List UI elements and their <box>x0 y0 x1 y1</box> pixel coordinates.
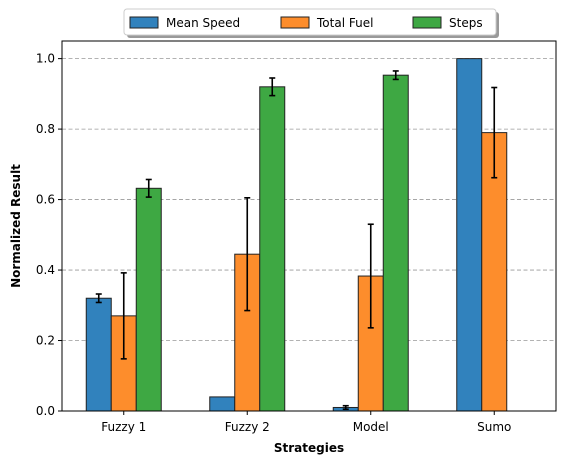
error-bar <box>95 293 102 304</box>
y-axis-ticks: 0.0 0.2 0.4 0.6 0.8 1.0 <box>36 52 62 418</box>
bar-steps <box>382 74 409 412</box>
plot-area-frame <box>61 40 557 412</box>
error-bar <box>120 272 127 360</box>
legend-label: Total Fuel <box>316 16 373 30</box>
legend-item: Steps <box>412 16 483 30</box>
legend-label: Mean Speed <box>166 16 240 30</box>
x-axis-ticks: Fuzzy 1 Fuzzy 2 Model Sumo <box>101 411 511 434</box>
y-tick-label: 0.4 <box>36 263 55 277</box>
error-bar <box>342 404 349 411</box>
bars <box>85 58 508 412</box>
legend-swatch <box>412 16 442 29</box>
y-axis-title: Normalized Result <box>9 164 23 288</box>
legend-item: Mean Speed <box>129 16 240 30</box>
legend: Mean Speed Total Fuel Steps <box>123 8 499 38</box>
x-tick-label: Fuzzy 2 <box>225 420 270 434</box>
legend-item: Total Fuel <box>280 16 373 30</box>
y-tick-label: 1.0 <box>36 52 55 66</box>
x-tick-label: Sumo <box>477 420 511 434</box>
x-tick-label: Model <box>353 420 389 434</box>
bar-mean-speed <box>456 58 483 412</box>
bar-mean-speed <box>209 396 236 412</box>
legend-label: Steps <box>449 16 483 30</box>
error-bar <box>367 223 374 329</box>
error-bar <box>244 197 251 312</box>
legend-swatch <box>280 16 310 29</box>
legend-swatch <box>129 16 159 29</box>
error-bar <box>269 77 276 97</box>
x-tick-label: Fuzzy 1 <box>101 420 146 434</box>
legend-box <box>123 8 497 36</box>
error-bar <box>145 178 152 198</box>
y-tick-label: 0.0 <box>36 404 55 418</box>
y-tick-label: 0.6 <box>36 193 55 207</box>
x-axis-title: Strategies <box>274 441 344 455</box>
bar-steps <box>259 86 286 412</box>
error-bars <box>95 70 498 411</box>
error-bar <box>491 86 498 179</box>
bar-mean-speed <box>85 297 112 412</box>
y-tick-label: 0.8 <box>36 122 55 136</box>
y-tick-label: 0.2 <box>36 334 55 348</box>
error-bar <box>392 70 399 81</box>
bar-steps <box>135 187 162 412</box>
